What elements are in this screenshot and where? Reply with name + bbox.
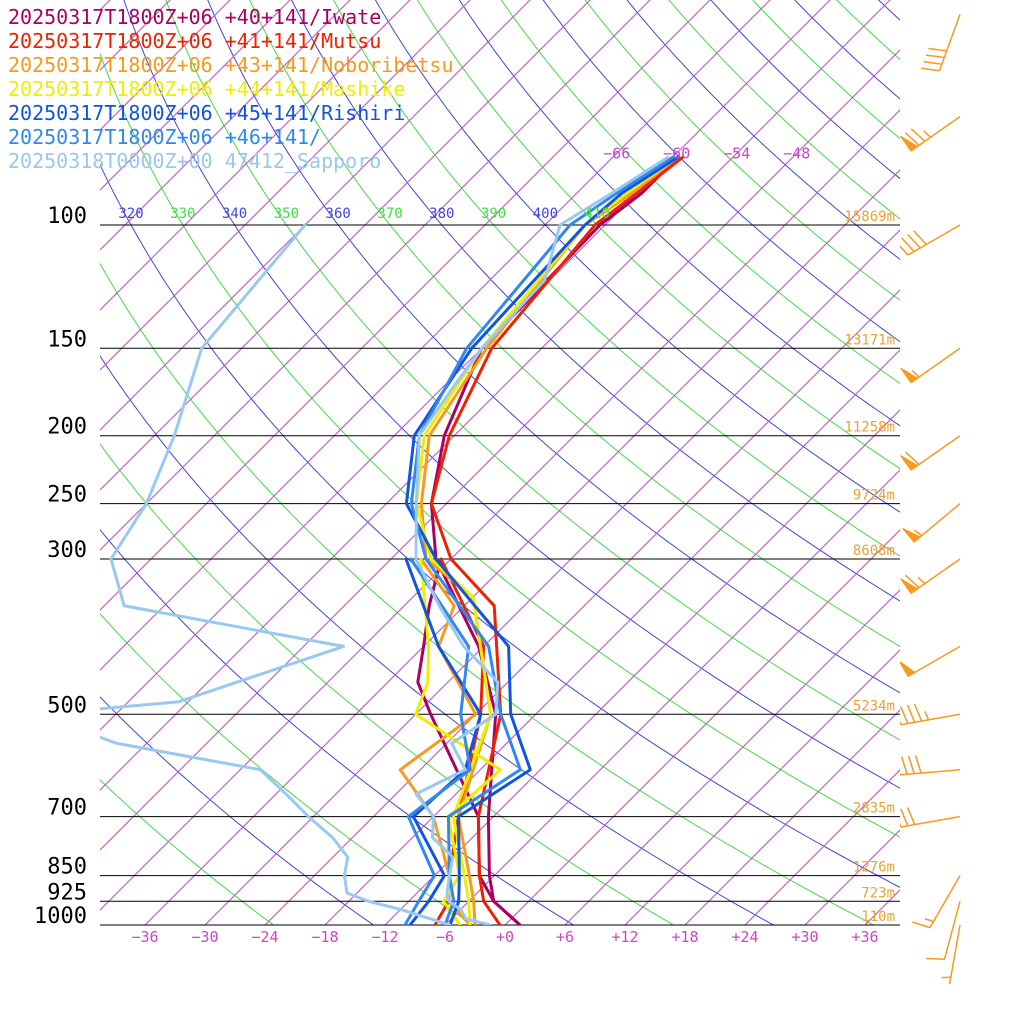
pressure-level-label: 100	[47, 204, 87, 229]
temperature-profile-line	[406, 157, 677, 925]
temperature-tick-label: −36	[131, 928, 158, 946]
isotherm-line	[865, 0, 1024, 925]
dry-adiabat-line	[548, 0, 1024, 940]
dry-adiabat-line	[708, 0, 1024, 940]
legend-entry: 20250317T1800Z+06 +40+141/Iwate	[8, 5, 381, 29]
dry-adiabat-line	[508, 0, 1024, 940]
legend-entry: 20250317T1800Z+06 +46+141/	[8, 125, 321, 149]
isotherm-label: −66	[603, 144, 630, 162]
isotherm-line	[625, 0, 1024, 925]
dry-adiabat-line	[428, 0, 1024, 940]
wind-barb	[901, 117, 961, 151]
wind-barb	[921, 14, 960, 70]
pressure-level-label: 200	[47, 415, 87, 440]
pressure-level-label: 250	[47, 483, 87, 508]
theta-label: 390	[481, 206, 506, 222]
pressure-level-label: 150	[47, 327, 87, 352]
dry-adiabat-line	[987, 0, 1024, 940]
level-height-label: 11258m	[844, 420, 895, 436]
theta-label: 350	[274, 206, 299, 222]
wind-barb	[896, 225, 960, 255]
temperature-tick-label: −30	[191, 928, 218, 946]
wind-barb	[894, 808, 960, 828]
isotherm-line	[445, 0, 1024, 925]
dry-adiabat-line	[948, 0, 1024, 940]
temperature-tick-label: −24	[251, 928, 278, 946]
wind-barb	[912, 876, 960, 928]
theta-label: 320	[118, 206, 143, 222]
level-height-label: 15869m	[844, 209, 895, 225]
isotherm-line	[505, 0, 1024, 925]
theta-label: 360	[326, 206, 351, 222]
legend: 20250317T1800Z+06 +40+141/Iwate20250317T…	[8, 5, 454, 173]
level-height-label: 110m	[861, 909, 895, 925]
legend-entry: 20250317T1800Z+06 +44+141/Mashike	[8, 77, 405, 101]
wind-barb	[901, 348, 961, 382]
pressure-level-label: 500	[47, 693, 87, 718]
dry-adiabat-line	[628, 0, 1024, 940]
isotherm-line	[205, 0, 1024, 925]
dry-adiabat-line	[748, 0, 1024, 940]
wind-barb	[903, 504, 961, 542]
level-height-label: 723m	[861, 885, 895, 901]
temperature-tick-label: +18	[671, 928, 698, 946]
temperature-tick-label: +36	[851, 928, 878, 946]
level-height-label: 13171m	[844, 332, 895, 348]
level-height-label: 5234m	[853, 698, 895, 714]
temperature-tick-label: +6	[556, 928, 574, 946]
isotherm-line	[985, 0, 1024, 925]
legend-entry: 20250318T0000Z+00 47412_Sapporo	[8, 149, 381, 173]
wind-barb	[895, 756, 960, 775]
dry-adiabat-line	[468, 0, 1024, 940]
legend-entry: 20250317T1800Z+06 +45+141/Rishiri	[8, 101, 405, 125]
temperature-tick-label: +30	[791, 928, 818, 946]
level-height-label: 2835m	[853, 801, 895, 817]
dry-adiabat-line	[868, 0, 1024, 940]
isotherm-line	[925, 0, 1024, 925]
temperature-tick-label: +0	[496, 928, 514, 946]
pressure-level-label: 300	[47, 538, 87, 563]
theta-label: 340	[222, 206, 247, 222]
level-height-label: 1276m	[853, 860, 895, 876]
pressure-level-label: 700	[47, 796, 87, 821]
theta-label: 400	[533, 206, 558, 222]
temperature-tick-label: −12	[371, 928, 398, 946]
dewpoint-profile-line	[36, 225, 450, 925]
pressure-level-label: 850	[47, 855, 87, 880]
wind-barb	[894, 704, 960, 725]
temperature-tick-label: −18	[311, 928, 338, 946]
isotherm-line	[685, 0, 1024, 925]
wind-barbs	[894, 14, 960, 984]
theta-label: 370	[377, 206, 402, 222]
wind-barb	[899, 646, 960, 676]
level-height-label: 9724m	[853, 488, 895, 504]
isotherm-label: −54	[723, 144, 750, 162]
temperature-tick-label: +24	[731, 928, 758, 946]
isotherm-line	[805, 0, 1024, 925]
dry-adiabat-line	[668, 0, 1024, 940]
pressure-level-label: 925	[47, 880, 87, 905]
isotherm-label: −60	[663, 144, 690, 162]
wind-barb	[901, 559, 961, 593]
legend-entry: 20250317T1800Z+06 +43+141/Noboribetsu	[8, 53, 454, 77]
temperature-tick-label: −6	[436, 928, 454, 946]
pressure-level-label: 1000	[34, 904, 87, 929]
temperature-tick-label: +12	[611, 928, 638, 946]
legend-entry: 20250317T1800Z+06 +41+141/Mutsu	[8, 29, 381, 53]
theta-label: 330	[170, 206, 195, 222]
theta-label: 410	[585, 206, 610, 222]
wind-barb	[901, 436, 961, 470]
isotherm-label: −48	[783, 144, 810, 162]
theta-label: 380	[429, 206, 454, 222]
level-height-label: 8608m	[853, 543, 895, 559]
